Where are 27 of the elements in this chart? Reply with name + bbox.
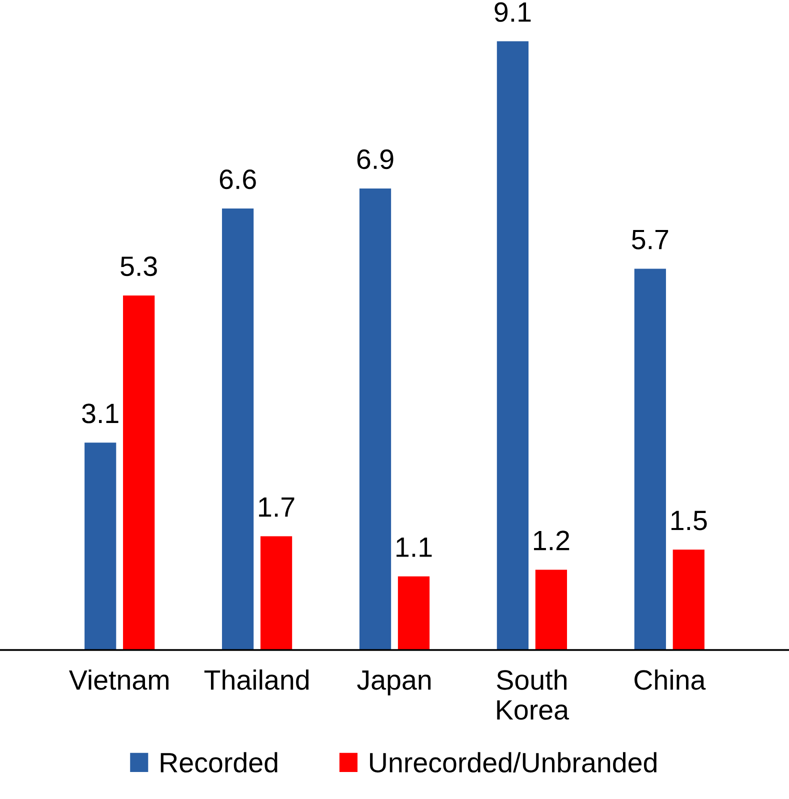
- bar: [359, 188, 392, 650]
- bar: [672, 550, 704, 650]
- data-label: 1.7: [259, 498, 294, 517]
- data-label: 6.6: [220, 169, 256, 190]
- bar: [398, 576, 430, 650]
- data-label: 6.9: [357, 149, 394, 170]
- x-tick-label: China: [634, 669, 706, 690]
- bar: [260, 536, 292, 650]
- legend-label: Unrecorded/Unbranded: [370, 752, 656, 773]
- bar: [535, 570, 568, 650]
- x-tick-label: Japan: [357, 670, 431, 696]
- data-label: 5.7: [632, 230, 668, 250]
- bar: [123, 295, 155, 650]
- bar: [84, 442, 116, 650]
- x-tick-label: Vietnam: [69, 669, 168, 690]
- x-tick-label: South Korea: [496, 669, 570, 720]
- bar: [496, 41, 529, 650]
- bar: [222, 208, 254, 650]
- data-label: 1.2: [534, 530, 570, 550]
- data-label: 3.1: [82, 404, 118, 424]
- bar: [634, 268, 666, 650]
- data-label: 9.1: [494, 2, 531, 22]
- data-label: 1.1: [396, 538, 432, 557]
- legend-label: Recorded: [160, 752, 278, 773]
- data-label: 1.5: [671, 510, 707, 530]
- data-label: 5.3: [120, 256, 157, 276]
- x-tick-label: Thailand: [204, 669, 309, 690]
